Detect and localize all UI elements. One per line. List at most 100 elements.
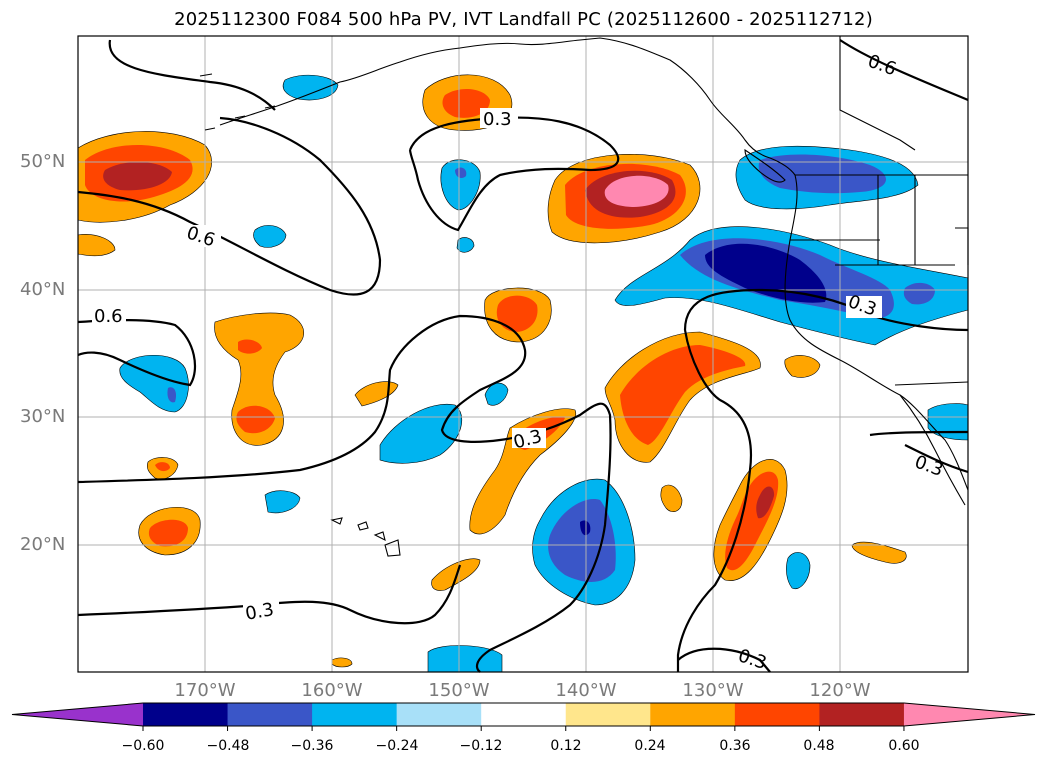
lat-label: 30°N [20,406,66,427]
contour-label: 0.3 [244,599,276,625]
contour-12 [677,647,771,673]
positive-anomaly-e-core [620,345,746,445]
contour-2 [108,39,276,111]
negative-anomaly-small-1 [282,74,339,101]
colorbar-tick-label: −0.24 [375,738,419,754]
colorbar-tick-label: −0.12 [459,738,503,754]
contour-label: 0.6 [865,51,899,81]
border-mexico [894,381,969,386]
colorbar-swatch [481,703,567,726]
contour-label: 0.6 [94,306,123,327]
positive-anomaly-ne-max [604,175,669,207]
lon-label: 120°W [809,680,871,701]
positive-anomaly-d [469,408,577,535]
border-canada-bc [839,36,916,151]
island-hawaii-3 [373,531,386,542]
shading-layer [77,74,969,673]
positive-anomaly-gulf-core [442,88,490,118]
positive-anomaly-west-edge [77,234,116,257]
colorbar-tick-label: −0.36 [290,738,334,754]
colorbar-tick-label: −0.60 [121,738,165,754]
colorbar-tick-label: 0.36 [719,738,751,754]
contour-label: 0.3 [735,645,769,674]
chart-title: 2025112300 F084 500 hPa PV, IVT Landfall… [174,9,873,30]
island-hawaii-2 [357,521,369,531]
island-hawaii-1 [330,517,343,525]
negative-anomaly-small-2-core [455,167,467,178]
positive-anomaly-a [214,312,305,446]
negative-anomaly-south-core [548,499,616,582]
positive-anomaly-m [331,657,353,668]
positive-anomaly-a-core [236,405,275,434]
colorbar-swatch [227,703,313,726]
island-hawaii-4 [384,539,401,557]
colorbar-tick-label: 0.48 [803,738,835,754]
colorbar [11,702,1036,731]
negative-anomaly-small-4 [456,237,475,253]
contours [77,39,969,673]
negative-anomaly-west-core [167,387,177,403]
positive-anomaly-c [354,381,399,407]
negative-anomaly-coast-core [705,243,827,303]
border-interior [914,175,969,265]
colorbar-swatch [143,703,229,726]
contour-7 [683,288,969,332]
negative-anomaly-se-2 [927,403,969,441]
positive-anomaly-f [784,355,821,378]
contour-8 [676,329,753,672]
lon-label: 140°W [555,680,617,701]
negative-anomaly-coast-east [903,282,935,305]
colorbar-extend-high [903,703,1035,726]
positive-anomaly-g-max [756,486,775,519]
colorbar-swatch [396,703,482,726]
positive-anomaly-nw-max [103,161,172,191]
colorbar-swatch [650,703,736,726]
colorbar-tick-label: −0.48 [206,738,250,754]
colorbar-swatch [312,703,398,726]
contour-9 [839,39,969,102]
lat-label: 50°N [20,151,66,172]
positive-anomaly-b-core [496,295,538,332]
graticule [78,36,968,672]
map-border [77,35,969,673]
colorbar-tick-label: 0.12 [550,738,582,754]
positive-anomaly-l [851,541,907,564]
negative-anomaly-small-2 [440,159,481,211]
contour-5 [77,314,612,673]
contour-label: 0.3 [483,109,512,130]
colorbar-swatch [565,703,651,726]
lon-label: 130°W [682,680,744,701]
negative-anomaly-south-max [580,520,591,536]
negative-anomaly-se-1 [786,552,811,590]
colorbar-tick-label: 0.60 [888,738,920,754]
positive-anomaly-a-core2 [238,339,262,354]
negative-anomaly-north-core [758,154,887,194]
island-aleutian [199,73,276,131]
contour-1 [77,116,382,296]
positive-anomaly-j-core [148,519,188,547]
lat-label: 40°N [20,279,66,300]
colorbar-swatch [734,703,820,726]
coast-alaska [219,37,969,491]
negative-anomaly-bottom [427,645,503,673]
coast-baja [899,394,966,506]
colorbar-extend-low [12,703,143,726]
contour-10 [869,430,969,437]
negative-anomaly-small-3 [253,225,287,248]
lat-label: 20°N [20,534,66,555]
lon-label: 150°W [428,680,490,701]
lon-label: 170°W [174,680,236,701]
positive-anomaly-i-core [155,462,170,472]
contour-label: 0.3 [912,451,946,481]
contour-11 [904,444,969,474]
colorbar-swatch [819,703,905,726]
negative-anomaly-central-3 [264,490,301,514]
contour-4 [77,319,197,387]
island-vancouver [744,148,786,183]
contour-6 [77,564,462,625]
colorbar-tick-label: 0.24 [634,738,666,754]
negative-anomaly-central [379,403,463,464]
lon-label: 160°W [301,680,363,701]
positive-anomaly-h [660,484,683,513]
